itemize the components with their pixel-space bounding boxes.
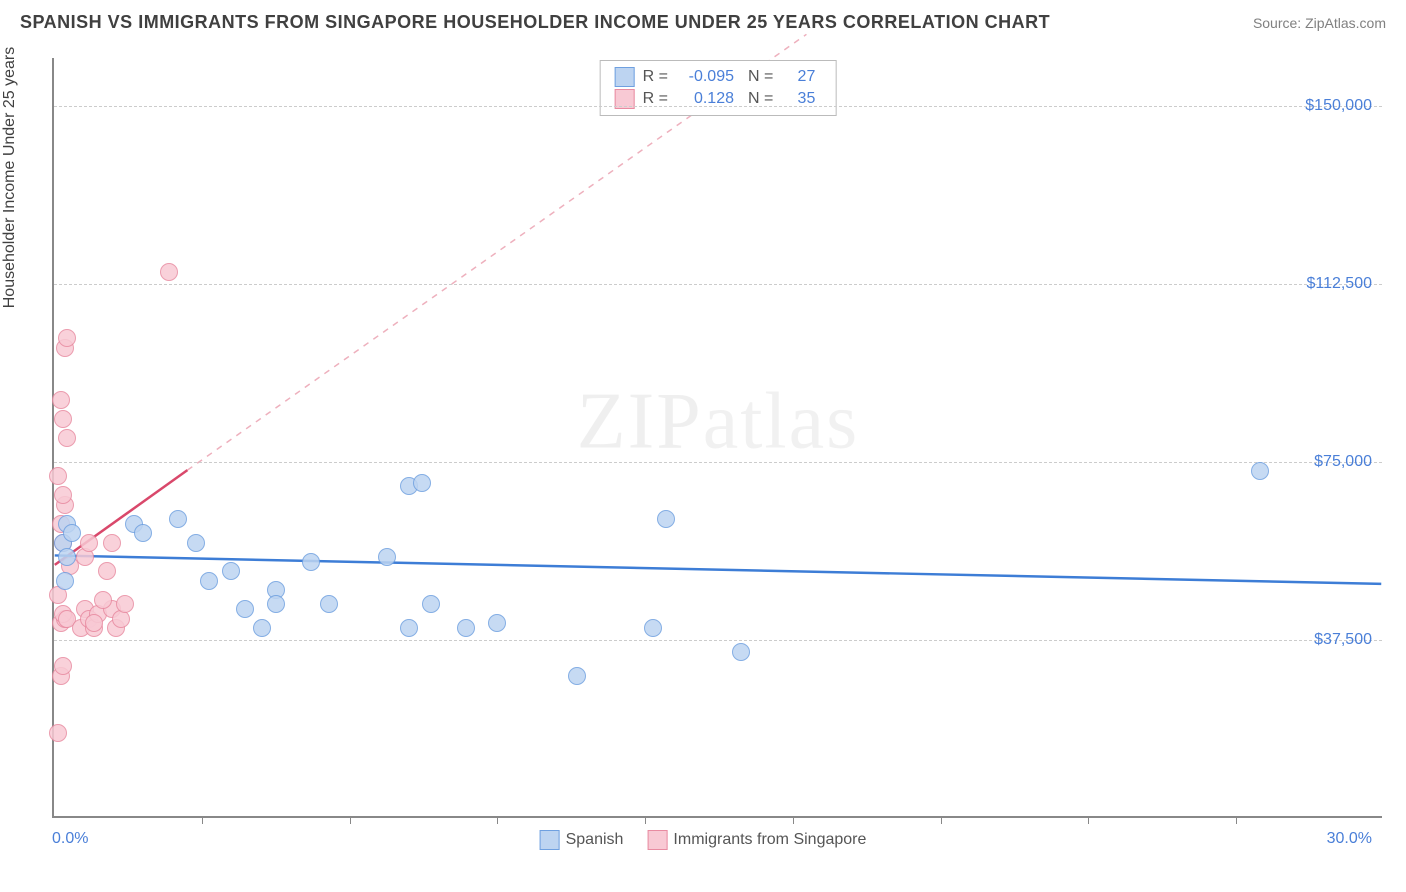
x-tick: [1088, 816, 1089, 824]
legend: Spanish Immigrants from Singapore: [540, 830, 867, 850]
chart-title: SPANISH VS IMMIGRANTS FROM SINGAPORE HOU…: [20, 12, 1050, 33]
gridline: [54, 284, 1382, 285]
data-point: [98, 562, 116, 580]
data-point: [267, 595, 285, 613]
data-point: [160, 263, 178, 281]
data-point: [657, 510, 675, 528]
legend-item: Immigrants from Singapore: [647, 830, 866, 850]
data-point: [187, 534, 205, 552]
stat-r-value: -0.095: [682, 68, 734, 86]
data-point: [302, 553, 320, 571]
data-point: [200, 572, 218, 590]
stat-n-label: N =: [748, 68, 773, 86]
gridline: [54, 462, 1382, 463]
data-point: [457, 619, 475, 637]
data-point: [54, 657, 72, 675]
data-point: [644, 619, 662, 637]
correlation-stats-box: R =-0.095N =27R =0.128N =35: [600, 60, 837, 116]
y-tick-label: $150,000: [1305, 97, 1372, 115]
legend-label: Spanish: [566, 831, 624, 849]
data-point: [80, 534, 98, 552]
data-point: [222, 562, 240, 580]
gridline: [54, 640, 1382, 641]
data-point: [56, 572, 74, 590]
data-point: [169, 510, 187, 528]
legend-item: Spanish: [540, 830, 624, 850]
data-point: [236, 600, 254, 618]
chart-plot-area: ZIPatlas R =-0.095N =27R =0.128N =35 $37…: [52, 58, 1382, 818]
stat-r-label: R =: [643, 68, 668, 86]
series-swatch: [615, 67, 635, 87]
data-point: [54, 410, 72, 428]
data-point: [116, 595, 134, 613]
data-point: [732, 643, 750, 661]
data-point: [94, 591, 112, 609]
y-axis-label: Householder Income Under 25 years: [1, 47, 19, 308]
x-axis-max-label: 30.0%: [1327, 830, 1372, 848]
data-point: [488, 614, 506, 632]
x-tick: [793, 816, 794, 824]
legend-label: Immigrants from Singapore: [673, 831, 866, 849]
data-point: [413, 474, 431, 492]
data-point: [400, 619, 418, 637]
data-point: [1251, 462, 1269, 480]
legend-swatch: [647, 830, 667, 850]
x-tick: [645, 816, 646, 824]
x-tick: [1236, 816, 1237, 824]
data-point: [49, 467, 67, 485]
data-point: [253, 619, 271, 637]
y-tick-label: $112,500: [1306, 275, 1372, 293]
data-point: [103, 534, 121, 552]
x-axis-min-label: 0.0%: [52, 830, 88, 848]
data-point: [320, 595, 338, 613]
data-point: [58, 329, 76, 347]
trend-lines-layer: [54, 58, 1382, 816]
source-label: Source: ZipAtlas.com: [1253, 15, 1386, 31]
x-tick: [941, 816, 942, 824]
legend-swatch: [540, 830, 560, 850]
data-point: [52, 391, 70, 409]
data-point: [54, 486, 72, 504]
y-tick-label: $75,000: [1314, 453, 1372, 471]
x-tick: [202, 816, 203, 824]
stat-n-value: 27: [787, 68, 815, 86]
gridline: [54, 106, 1382, 107]
data-point: [58, 429, 76, 447]
data-point: [134, 524, 152, 542]
title-bar: SPANISH VS IMMIGRANTS FROM SINGAPORE HOU…: [0, 0, 1406, 41]
x-tick: [497, 816, 498, 824]
x-tick: [350, 816, 351, 824]
stats-row: R = -0.095 N = 27: [615, 67, 822, 87]
data-point: [63, 524, 81, 542]
data-point: [568, 667, 586, 685]
y-tick-label: $37,500: [1314, 631, 1372, 649]
data-point: [378, 548, 396, 566]
data-point: [58, 548, 76, 566]
data-point: [422, 595, 440, 613]
data-point: [85, 614, 103, 632]
data-point: [49, 724, 67, 742]
